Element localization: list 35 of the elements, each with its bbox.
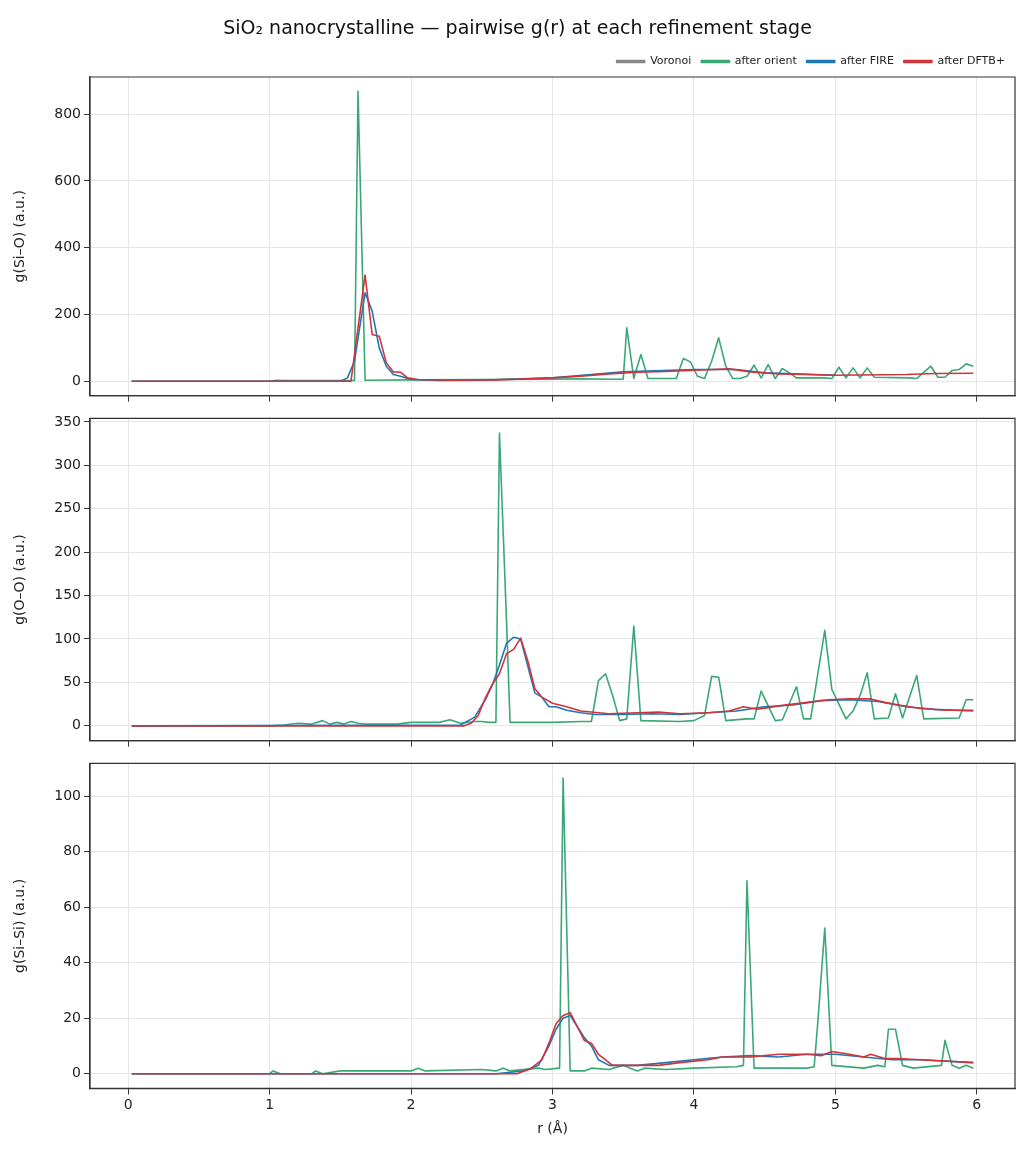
y-axis-title: g(Si–Si) (a.u.) xyxy=(11,878,28,973)
y-tick-label: 150 xyxy=(54,586,81,603)
x-tick-label: 0 xyxy=(123,1096,133,1113)
y-tick-label: 40 xyxy=(63,953,81,970)
x-tick-label: 4 xyxy=(689,1096,699,1113)
y-axis-title: g(Si–O) (a.u.) xyxy=(11,190,28,283)
legend-label: after DFTB+ xyxy=(937,54,1005,68)
legend-label: Voronoi xyxy=(650,54,692,68)
y-tick-label: 100 xyxy=(54,786,81,803)
chart-title: SiO₂ nanocrystalline — pairwise g(r) at each refinement stage xyxy=(222,15,813,40)
legend-label: after FIRE xyxy=(840,54,894,68)
legend-label: after orient xyxy=(734,54,798,68)
y-tick-label: 600 xyxy=(54,171,81,188)
y-tick-label: 20 xyxy=(63,1008,81,1025)
x-tick-label: 6 xyxy=(972,1096,982,1113)
y-tick-label: 0 xyxy=(72,1064,81,1081)
x-tick-label: 2 xyxy=(406,1096,416,1113)
x-tick-label: 5 xyxy=(830,1096,840,1113)
y-axis-title: g(O–O) (a.u.) xyxy=(11,534,28,625)
y-tick-label: 0 xyxy=(72,371,81,388)
y-tick-label: 800 xyxy=(54,104,81,121)
y-tick-label: 250 xyxy=(54,499,81,516)
y-tick-label: 100 xyxy=(54,629,81,646)
y-tick-label: 200 xyxy=(54,542,81,559)
x-axis-title: r (Å) xyxy=(537,1120,568,1137)
y-tick-label: 60 xyxy=(63,897,81,914)
y-tick-label: 80 xyxy=(63,842,81,859)
y-tick-label: 50 xyxy=(63,673,81,690)
y-tick-label: 300 xyxy=(54,455,81,472)
x-tick-label: 1 xyxy=(265,1096,275,1113)
y-tick-label: 400 xyxy=(54,238,81,255)
y-tick-label: 0 xyxy=(72,716,81,733)
x-tick-label: 3 xyxy=(548,1096,557,1113)
y-tick-label: 350 xyxy=(54,412,81,429)
y-tick-label: 200 xyxy=(54,305,81,322)
